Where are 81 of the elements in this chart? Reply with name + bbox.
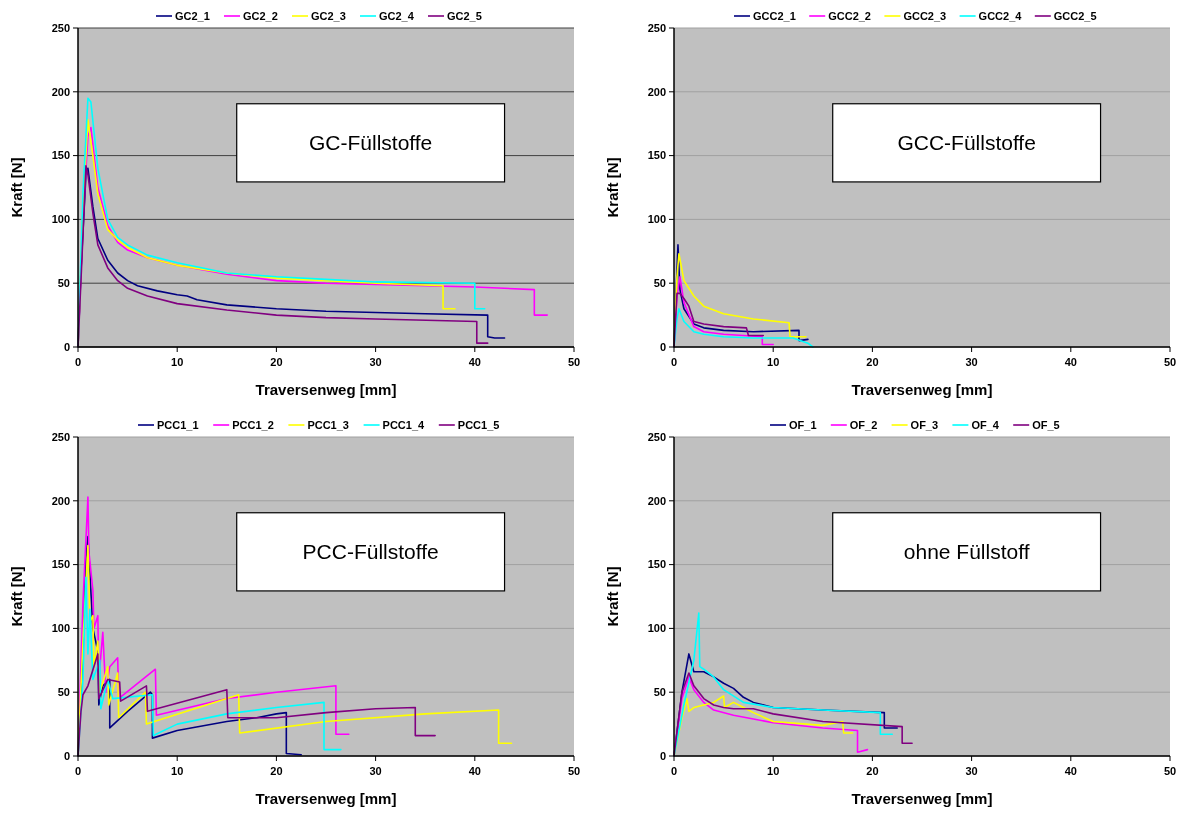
x-tick-label: 50 [1163,765,1177,777]
y-tick-label: 250 [51,21,70,34]
legend-label: GC2_3 [311,9,346,22]
x-tick-label: 40 [1064,765,1077,777]
y-tick-label: 150 [647,558,666,571]
legend-label: PCC1_1 [157,418,199,431]
y-axis-title: Kraft [N] [8,566,25,627]
annotation: GCC-Füllstoffe [897,131,1036,155]
y-tick-label: 50 [653,277,666,290]
legend-label: GCC2_5 [1053,9,1097,22]
y-tick-label: 0 [659,749,666,762]
annotation: PCC-Füllstoffe [302,540,439,564]
y-tick-label: 0 [63,749,70,762]
y-tick-label: 200 [51,494,70,507]
y-tick-label: 50 [57,277,70,290]
legend-label: PCC1_3 [307,418,349,431]
annotation: ohne Füllstoff [903,540,1030,564]
y-tick-label: 200 [647,85,666,98]
y-axis-title: Kraft [N] [604,157,621,218]
x-tick-label: 50 [1163,356,1177,368]
legend-label: GCC2_3 [903,9,947,22]
y-tick-label: 100 [51,213,70,226]
x-tick-label: 50 [567,765,581,777]
y-tick-label: 100 [647,622,666,635]
x-axis-title: Traversenweg [mm] [255,790,397,807]
x-tick-label: 0 [670,765,678,777]
legend-label: OF_3 [910,418,939,431]
legend-label: GC2_5 [447,9,482,22]
y-tick-label: 200 [51,85,70,98]
x-tick-label: 40 [468,765,481,777]
x-tick-label: 20 [866,765,879,777]
y-tick-label: 150 [647,149,666,162]
annotation: GC-Füllstoffe [308,131,433,155]
x-tick-label: 0 [74,356,82,368]
y-tick-label: 100 [51,622,70,635]
legend-label: GC2_4 [379,9,415,22]
legend-label: GCC2_2 [828,9,871,22]
y-axis-title: Kraft [N] [8,157,25,218]
y-tick-label: 250 [647,21,666,34]
legend-label: OF_1 [789,418,817,431]
y-tick-label: 150 [51,149,70,162]
x-axis-title: Traversenweg [mm] [851,381,993,398]
y-axis-title: Kraft [N] [604,566,621,627]
x-tick-label: 30 [965,356,978,368]
x-tick-label: 50 [567,356,581,368]
legend-label: GCC2_1 [753,9,796,22]
x-tick-label: 30 [369,765,382,777]
legend-label: PCC1_4 [382,418,426,431]
y-tick-label: 250 [51,430,70,443]
legend-label: OF_2 [849,418,878,431]
x-tick-label: 40 [468,356,481,368]
x-tick-label: 0 [74,765,82,777]
y-tick-label: 0 [659,340,666,353]
legend-label: GCC2_4 [978,9,1023,22]
y-tick-label: 200 [647,494,666,507]
y-tick-label: 150 [51,558,70,571]
legend-label: GC2_2 [243,9,278,22]
line-series [673,307,814,348]
x-tick-label: 0 [670,356,678,368]
x-tick-label: 10 [171,765,184,777]
x-tick-label: 20 [270,356,283,368]
x-tick-label: 10 [767,765,780,777]
y-tick-label: 50 [57,686,70,699]
x-tick-label: 10 [171,356,184,368]
y-tick-label: 0 [63,340,70,353]
x-tick-label: 30 [369,356,382,368]
y-tick-label: 100 [647,213,666,226]
legend-label: OF_5 [1032,418,1060,431]
y-tick-label: 50 [653,686,666,699]
y-tick-label: 250 [647,430,666,443]
x-axis-title: Traversenweg [mm] [255,381,397,398]
x-tick-label: 20 [866,356,879,368]
x-tick-label: 20 [270,765,283,777]
x-tick-label: 30 [965,765,978,777]
legend-label: OF_4 [971,418,1000,431]
x-tick-label: 10 [767,356,780,368]
legend-label: PCC1_5 [457,418,500,431]
x-tick-label: 40 [1064,356,1077,368]
x-axis-title: Traversenweg [mm] [851,790,993,807]
legend-label: GC2_1 [175,9,210,22]
legend-label: PCC1_2 [232,418,274,431]
